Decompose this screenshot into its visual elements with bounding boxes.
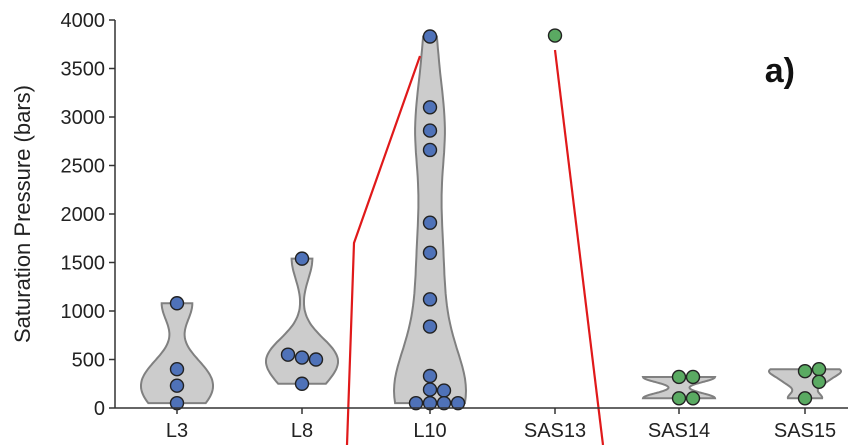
data-point-l8 — [294, 376, 310, 391]
data-point-l10 — [422, 245, 438, 261]
data-point-l10 — [436, 383, 452, 398]
data-point-l10 — [422, 368, 438, 384]
x-tick-label: SAS15 — [774, 420, 836, 442]
y-tick-label: 0 — [94, 398, 105, 420]
panel-label: a) — [765, 52, 795, 90]
data-point-l10 — [422, 215, 438, 230]
data-point-l10 — [422, 142, 438, 158]
data-point-l8 — [308, 352, 324, 367]
violin-l8 — [265, 257, 339, 385]
data-point-l10 — [436, 395, 452, 411]
y-tick-label: 2500 — [61, 156, 106, 178]
y-tick-label: 3000 — [61, 107, 106, 129]
data-point-l3 — [169, 362, 185, 377]
x-tick-label: L3 — [166, 420, 188, 442]
y-tick-label: 4000 — [61, 10, 106, 32]
data-point-l10 — [422, 382, 438, 397]
y-tick-label: 500 — [72, 350, 105, 372]
data-point-sas15 — [797, 391, 813, 406]
data-point-sas15 — [797, 363, 813, 379]
data-point-l10 — [422, 123, 438, 138]
y-axis-title: Saturation Pressure (bars) — [10, 85, 35, 343]
data-point-l10 — [422, 292, 438, 307]
overlay-line-layer — [345, 49, 605, 445]
data-point-l10 — [450, 395, 466, 411]
violin-layer — [140, 35, 842, 405]
data-point-l8 — [294, 251, 310, 266]
y-tick-label: 2000 — [61, 204, 106, 226]
data-point-l10 — [422, 100, 438, 115]
y-tick-label: 1000 — [61, 301, 106, 323]
data-point-sas14 — [671, 391, 687, 406]
y-tick-label: 1500 — [61, 253, 106, 275]
data-point-sas14 — [685, 391, 701, 406]
axes: 0 500 1000 1500 2000 2500 3000 3500 4000 L3 L8 L10 S… — [61, 10, 848, 442]
data-point-l3 — [169, 296, 185, 311]
data-point-sas15 — [811, 362, 827, 377]
x-tick-label: SAS14 — [648, 420, 710, 442]
data-point-l10 — [408, 395, 424, 411]
overlay-red-line-left — [345, 55, 422, 445]
data-point-l3 — [169, 378, 185, 393]
data-point-sas13 — [547, 28, 563, 43]
x-tick-label: SAS13 — [524, 420, 586, 442]
data-point-sas14 — [671, 369, 687, 385]
data-point-sas15 — [811, 374, 827, 390]
data-point-l8 — [294, 350, 310, 365]
data-point-sas14 — [685, 369, 701, 385]
data-point-layer — [169, 28, 827, 411]
y-tick-label: 3500 — [61, 59, 106, 81]
data-point-l10 — [422, 319, 438, 334]
x-tick-label: L10 — [413, 420, 446, 442]
x-tick-label: L8 — [291, 420, 313, 442]
data-point-l10 — [422, 29, 438, 44]
violin-l3 — [140, 302, 214, 405]
overlay-red-line-right — [553, 49, 605, 445]
data-point-l8 — [280, 347, 296, 362]
